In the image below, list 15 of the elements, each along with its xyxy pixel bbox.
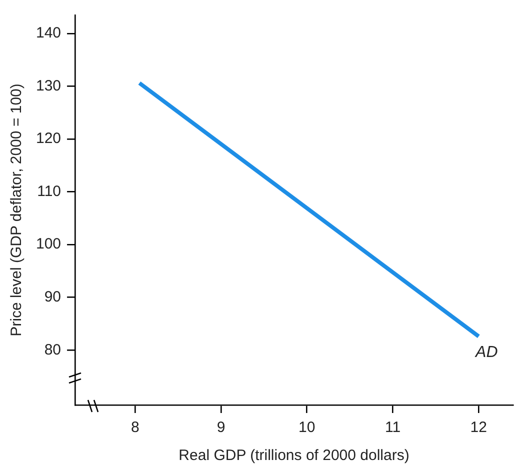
y-tick-label: 90	[44, 288, 62, 306]
y-tick-label: 140	[36, 24, 62, 42]
x-axis-title: Real GDP (trillions of 2000 dollars)	[178, 447, 410, 464]
annotation: AD	[474, 344, 498, 361]
y-tick-label: 80	[44, 341, 62, 358]
x-tick-label: 9	[216, 419, 226, 436]
y-tick-label: 100	[36, 236, 62, 253]
y-tick-label: 130	[36, 77, 62, 94]
y-tick-label: 110	[37, 182, 62, 200]
x-tick-label: 12	[470, 419, 487, 436]
x-tick-label: 10	[298, 419, 316, 436]
y-tick-label: 120	[36, 130, 62, 148]
x-tick-label: 8	[130, 419, 140, 436]
y-axis-title: Price level (GDP deflator, 2000 = 100)	[8, 84, 26, 336]
x-tick-label: 11	[384, 419, 401, 436]
